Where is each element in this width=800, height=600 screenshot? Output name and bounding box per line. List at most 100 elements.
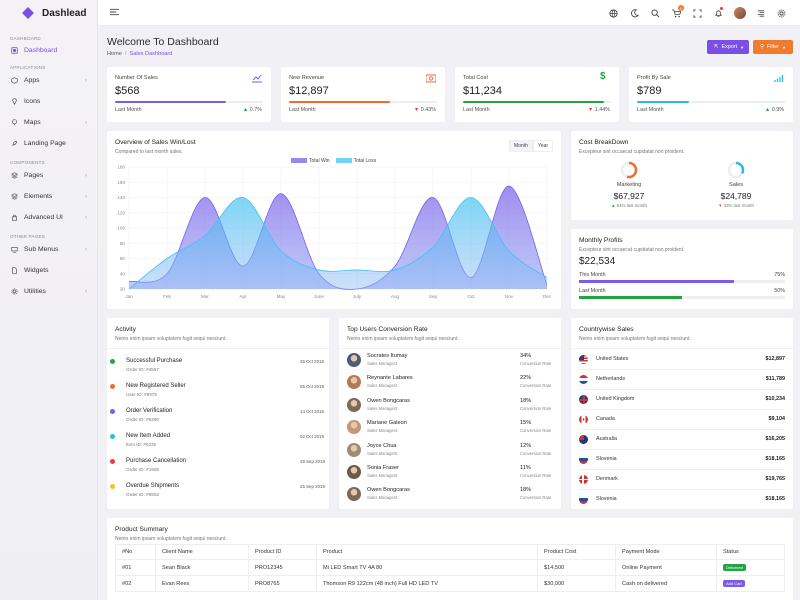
- country-row[interactable]: United States $12,897: [579, 350, 785, 370]
- activity-title: Successful Purchase: [126, 358, 183, 364]
- conversion-label: Conversion Rate: [520, 495, 552, 501]
- country-row[interactable]: ♦ Canada $9,104: [579, 410, 785, 430]
- country-row[interactable]: Slovenia $18,165: [579, 450, 785, 470]
- status-dot: [110, 434, 115, 439]
- breadcrumb-home[interactable]: Home: [107, 51, 122, 57]
- table-cell: #02: [115, 575, 156, 592]
- user-avatar[interactable]: [729, 5, 750, 21]
- sidebar-item-widgets[interactable]: Widgets: [0, 260, 97, 281]
- cost-breakdown-card: Cost BreakDown Excepteur sint occaecat c…: [571, 131, 793, 220]
- x-tick-label: Nov: [505, 294, 514, 299]
- sidebar-item-dashboard[interactable]: Dashboard: [0, 41, 97, 59]
- align-right-icon[interactable]: [750, 5, 771, 21]
- activity-item[interactable]: Successful Purchase Order ID: #4567 25 O…: [110, 358, 324, 372]
- user-row[interactable]: Owen Bongcaras Sales Manager3 18% Conver…: [347, 484, 553, 506]
- menu-toggle-icon[interactable]: [110, 8, 119, 16]
- sidebar-item-utilities[interactable]: Utilities ›: [0, 281, 97, 302]
- sidebar-item-maps[interactable]: Maps ›: [0, 112, 97, 133]
- table-cell: Delivered: [716, 559, 785, 576]
- column-header: Payment Mode: [615, 544, 717, 560]
- cost-note: ▲ 54% last month: [611, 203, 647, 208]
- status-badge: Add Cart: [723, 580, 745, 587]
- user-row[interactable]: Joyce Chua Sales Manager5 12% Conversion…: [347, 440, 553, 462]
- sidebar-item-label: Elements: [24, 193, 53, 200]
- this-month-label: This Month: [579, 272, 606, 278]
- conversion-label: Conversion Rate: [520, 361, 552, 366]
- table-header-row: #No Client Name Product ID Product Produ…: [115, 544, 785, 560]
- user-row[interactable]: Mariane Galeon Sales Manager4 15% Conver…: [347, 417, 553, 439]
- sidebar-item-advanced-ui[interactable]: Advanced UI ›: [0, 207, 97, 228]
- user-row[interactable]: Sonia Fraser Sales Manager6 11% Conversi…: [347, 462, 553, 484]
- tab-month[interactable]: Month: [508, 140, 533, 152]
- search-icon[interactable]: [645, 5, 666, 21]
- country-row[interactable]: Denmark $19,765: [579, 470, 785, 490]
- activity-item[interactable]: New Item Added Item ID: #0235 02 Oct 201…: [110, 433, 324, 447]
- user-row[interactable]: Socrates Itumay Sales Manager1 34% Conve…: [347, 350, 553, 372]
- moon-icon[interactable]: [624, 5, 645, 21]
- country-row[interactable]: Netherlands $11,789: [579, 370, 785, 390]
- activity-item[interactable]: Order Verification Order ID: #6290 14 Oc…: [110, 408, 324, 422]
- sidebar-item-label: Pages: [24, 172, 44, 179]
- cost-value: $24,789: [720, 191, 752, 201]
- kpi-label: New Revenue: [289, 75, 325, 81]
- sidebar-item-elements[interactable]: Elements ›: [0, 186, 97, 207]
- country-row[interactable]: Slovenia $18,165: [579, 490, 785, 510]
- conversion-label: Conversion Rate: [520, 405, 552, 411]
- activity-item[interactable]: Overdue Shipments Order ID: #8902 25 Sep…: [110, 483, 325, 497]
- table-cell: PRO8765: [248, 575, 317, 592]
- avatar: [347, 487, 361, 502]
- column-header: #No: [115, 544, 156, 560]
- chevron-right-icon: ›: [85, 119, 87, 126]
- avatar: [347, 353, 361, 367]
- conversion-pct: 12%: [520, 442, 532, 449]
- cost-item-marketing: Marketing $67,927 ▲ 54% last month: [595, 182, 663, 208]
- arrow-down-icon: ▼: [413, 107, 420, 113]
- activity-date: 25 Oct 2019: [300, 359, 324, 364]
- money-icon: [426, 74, 436, 83]
- tab-year[interactable]: Year: [532, 140, 553, 152]
- globe-icon[interactable]: [603, 5, 624, 21]
- layers-icon: [11, 193, 18, 200]
- country-value: $16,205: [765, 436, 786, 442]
- fullscreen-icon[interactable]: [687, 5, 708, 21]
- activity-item[interactable]: New Registered Seller User ID: #8976 05 …: [110, 383, 324, 397]
- legend-item[interactable]: Total Loss: [335, 158, 376, 164]
- bell-icon[interactable]: [708, 5, 729, 21]
- activity-item[interactable]: Purchase Cancellation Order ID: #1905 28…: [110, 458, 325, 472]
- conversion-label: Conversion Rate: [520, 428, 552, 434]
- gear-icon[interactable]: [771, 5, 792, 21]
- sidebar-item-sub-menus[interactable]: Sub Menus ›: [0, 239, 97, 260]
- activity-date: 14 Oct 2019: [300, 409, 324, 414]
- country-row[interactable]: United Kingdom $10,234: [579, 390, 785, 410]
- export-button[interactable]: ⇱ Export ▼: [707, 40, 749, 54]
- series-area-total-loss[interactable]: [129, 197, 547, 289]
- cart-icon[interactable]: 5: [666, 5, 687, 21]
- kpi-sub: Last Month: [289, 107, 316, 113]
- sidebar-item-icons[interactable]: Icons: [0, 91, 97, 112]
- sidebar-item-pages[interactable]: Pages ›: [0, 165, 97, 186]
- sales-area-chart: 20 40 60 80 100 120 140 160 180 Jan Feb Mar Apr May Ju…: [117, 165, 551, 299]
- table-cell: Mi LED Smart TV 4A 80: [316, 559, 538, 576]
- column-header: Status: [716, 544, 785, 560]
- user-row[interactable]: Reynante Labares Sales Manager2 22% Conv…: [347, 372, 553, 394]
- dollar-icon: $: [600, 71, 606, 82]
- table-cell: Sean Black: [155, 559, 249, 576]
- logo[interactable]: Dashlead: [0, 0, 97, 26]
- user-row[interactable]: Owen Bongcaras Sales Manager3 18% Conver…: [347, 395, 553, 417]
- sidebar-item-landing-page[interactable]: Landing Page: [0, 133, 97, 154]
- legend-item[interactable]: Total Win: [291, 158, 330, 164]
- table-row[interactable]: #01 Sean Black PRO12345 Mi LED Smart TV 4A …: [115, 559, 785, 576]
- filter-button[interactable]: ⚲ Filter ▼: [753, 40, 793, 54]
- avatar: [733, 7, 746, 19]
- table-row[interactable]: #02 Evan Rees PRO8765 Thomson R9 122cm (48 …: [115, 575, 785, 592]
- last-month-label: Last Month: [579, 288, 606, 294]
- cost-label: Marketing: [616, 182, 642, 188]
- conversion-label: Conversion Rate: [520, 450, 552, 456]
- country-value: $11,789: [765, 376, 785, 382]
- sidebar-item-apps[interactable]: Apps ›: [0, 70, 97, 91]
- notification-dot: [720, 7, 723, 10]
- chart-legend: Total Win Total Loss: [291, 158, 382, 164]
- x-tick-label: July: [353, 294, 362, 299]
- card-title: Product Summary: [115, 526, 168, 533]
- country-row[interactable]: Australia $16,205: [579, 430, 785, 450]
